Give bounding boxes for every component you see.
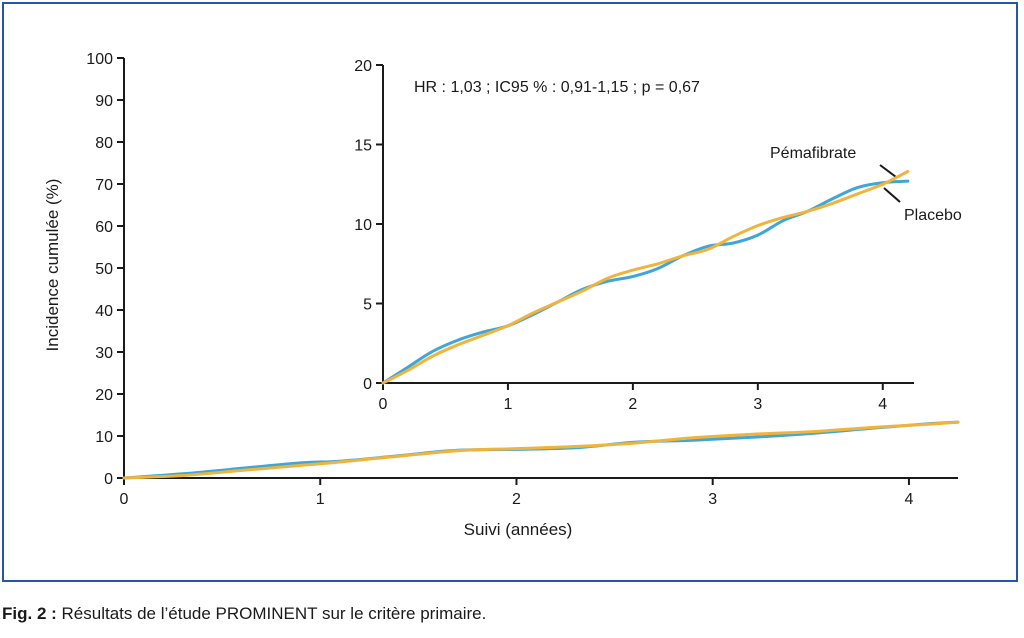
main-series-pemafibrate: [122, 420, 960, 480]
inset-x-tick-label: 2: [628, 396, 637, 413]
main-y-tick-label: 90: [95, 93, 113, 110]
main-chart: Suivi (années) Incidence cumulée (%) 010…: [43, 51, 960, 539]
main-x-tick-label: 1: [316, 491, 325, 508]
figure-caption: Fig. 2 : Résultats de l’étude PROMINENT …: [2, 604, 486, 624]
main-y-tick-label: 30: [95, 345, 113, 362]
inset-y-tick-label: 0: [363, 376, 372, 393]
caption-label: Fig. 2 :: [2, 604, 57, 623]
inset-chart: HR : 1,03 ; IC95 % : 0,91-1,15 ; p = 0,6…: [354, 58, 962, 413]
main-y-tick-label: 10: [95, 429, 113, 446]
inset-x-tick-label: 4: [878, 396, 887, 413]
main-x-tick-label: 2: [512, 491, 521, 508]
main-x-tick-label: 0: [120, 491, 129, 508]
inset-series-placebo: [381, 179, 910, 385]
inset-y-tick-label: 15: [354, 138, 372, 155]
inset-x-tick-label: 3: [753, 396, 762, 413]
main-y-tick-label: 70: [95, 177, 113, 194]
main-x-axis-label: Suivi (années): [464, 520, 573, 539]
pemafibrate-leader-line: [879, 164, 897, 178]
inset-annotation: HR : 1,03 ; IC95 % : 0,91-1,15 ; p = 0,6…: [414, 79, 700, 96]
inset-y-tick-label: 10: [354, 217, 372, 234]
main-y-axis-label: Incidence cumulée (%): [43, 179, 62, 352]
caption-text: Résultats de l’étude PROMINENT sur le cr…: [56, 604, 487, 623]
main-y-tick-label: 0: [104, 471, 113, 488]
figure-canvas: Suivi (années) Incidence cumulée (%) 010…: [43, 51, 962, 539]
main-y-tick-label: 40: [95, 303, 113, 320]
series-label-pemafibrate: Pémafibrate: [770, 145, 856, 162]
inset-y-tick-label: 20: [354, 58, 372, 75]
inset-x-tick-label: 1: [503, 396, 512, 413]
main-y-tick-label: 100: [86, 51, 113, 68]
main-x-tick-label: 4: [904, 491, 913, 508]
main-x-tick-label: 3: [708, 491, 717, 508]
main-y-tick-label: 20: [95, 387, 113, 404]
main-y-tick-label: 60: [95, 219, 113, 236]
series-label-placebo: Placebo: [904, 207, 962, 224]
inset-series-pemafibrate: [381, 170, 910, 385]
figure-frame: [2, 2, 1018, 582]
placebo-leader-line: [883, 187, 901, 203]
inset-y-tick-label: 5: [363, 297, 372, 314]
main-y-tick-label: 80: [95, 135, 113, 152]
main-y-tick-label: 50: [95, 261, 113, 278]
inset-x-tick-label: 0: [379, 396, 388, 413]
